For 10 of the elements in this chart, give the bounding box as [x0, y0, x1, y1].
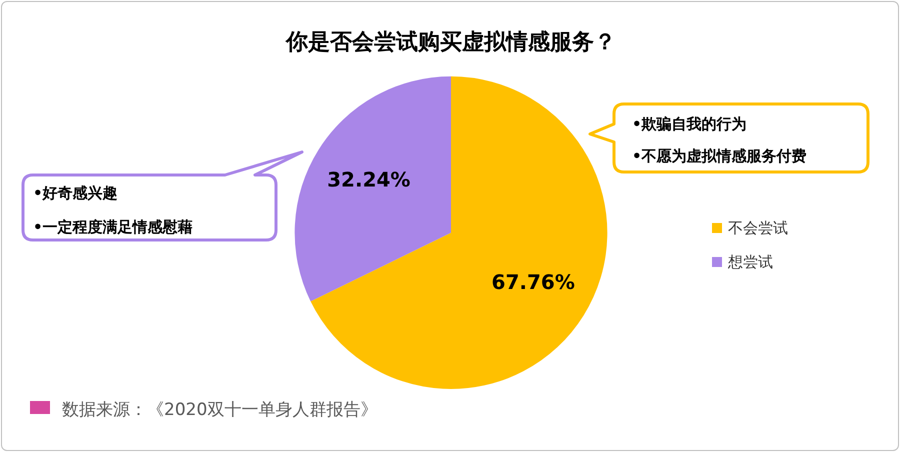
chart-title: 你是否会尝试购买虚拟情感服务？ — [285, 28, 616, 55]
text: •欺骗自我的行为 — [632, 115, 747, 133]
text: •不愿为虚拟情感服务付费 — [632, 147, 807, 165]
text: •好奇感兴趣 — [33, 184, 118, 202]
text: •一定程度满足情感慰藉 — [33, 218, 193, 236]
source-note: 数据来源：《2020双十一单身人群报告》 — [62, 399, 378, 421]
data-label: 32.24% — [327, 168, 410, 192]
legend-label: 不会尝试 — [727, 218, 788, 238]
legend-label: 想尝试 — [727, 252, 774, 272]
data-label: 67.76% — [492, 270, 575, 294]
